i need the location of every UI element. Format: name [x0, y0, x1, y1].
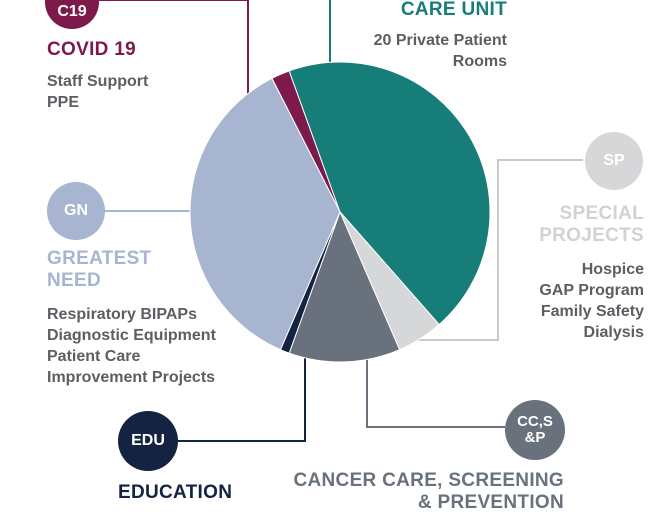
special-items: Hospice GAP Program Family Safety Dialys… [539, 259, 644, 343]
covid-title: COVID 19 [47, 39, 136, 60]
pie-slice-cancer-care-screening-prevention [288, 210, 401, 363]
covid-item: PPE [47, 94, 80, 111]
special-item: Dialysis [583, 324, 644, 341]
education-badge: EDU [118, 411, 178, 471]
covid-items: Staff Support PPE [47, 71, 148, 113]
cancer-connector [366, 352, 505, 428]
cancer-badge: CC,S &P [505, 400, 565, 460]
covid-connector [72, 0, 249, 100]
special-item: GAP Program [539, 282, 644, 299]
pie-chart [72, 0, 583, 442]
covid-item: Staff Support [47, 73, 149, 90]
education-badge-label: EDU [131, 432, 165, 449]
greatest-need-item: Patient Care [47, 348, 141, 365]
cancer-title: CANCER CARE, SCREENING & PREVENTION [293, 470, 564, 514]
greatest-need-items: Respiratory BIPAPs Diagnostic Equipment … [47, 304, 216, 388]
special-title-line: SPECIAL [559, 203, 644, 224]
education-connector [178, 352, 306, 442]
greatest-need-badge: GN [47, 182, 105, 240]
greatest-need-item: Respiratory BIPAPs [47, 306, 197, 323]
cancer-badge-label: CC,S [517, 413, 553, 430]
cancer-title-line: CANCER CARE, SCREENING [293, 470, 564, 491]
greatest-need-title: GREATEST NEED [47, 248, 151, 292]
cancer-badge-label: &P [524, 429, 546, 446]
pie-slices [189, 61, 491, 363]
special-connector [417, 159, 583, 341]
infographic: C19 COVID 19 Staff Support PPE CARE UNIT… [45, 0, 644, 513]
special-title: SPECIAL PROJECTS [539, 203, 644, 247]
cancer-title-line: & PREVENTION [417, 492, 564, 513]
special-badge: SP [585, 132, 643, 190]
special-item: Family Safety [540, 303, 644, 320]
care-unit-title: CARE UNIT [400, 0, 507, 20]
care-unit-item: Rooms [452, 53, 507, 70]
education-title: EDUCATION [118, 482, 233, 503]
greatest-need-badge-label: GN [64, 202, 88, 219]
pie-slice-care-unit [288, 61, 491, 326]
greatest-need-title-line: NEED [47, 270, 101, 291]
greatest-need-title-line: GREATEST [47, 248, 152, 269]
care-unit-items: 20 Private Patient Rooms [374, 30, 507, 72]
care-unit-item: 20 Private Patient [373, 32, 507, 49]
covid-badge-label: C19 [57, 3, 87, 20]
pie-slice-greatest-need [189, 77, 341, 351]
special-title-line: PROJECTS [539, 225, 644, 246]
greatest-need-item: Diagnostic Equipment [47, 327, 216, 344]
special-item: Hospice [581, 261, 644, 278]
greatest-need-item: Improvement Projects [47, 369, 216, 386]
special-badge-label: SP [603, 152, 625, 169]
